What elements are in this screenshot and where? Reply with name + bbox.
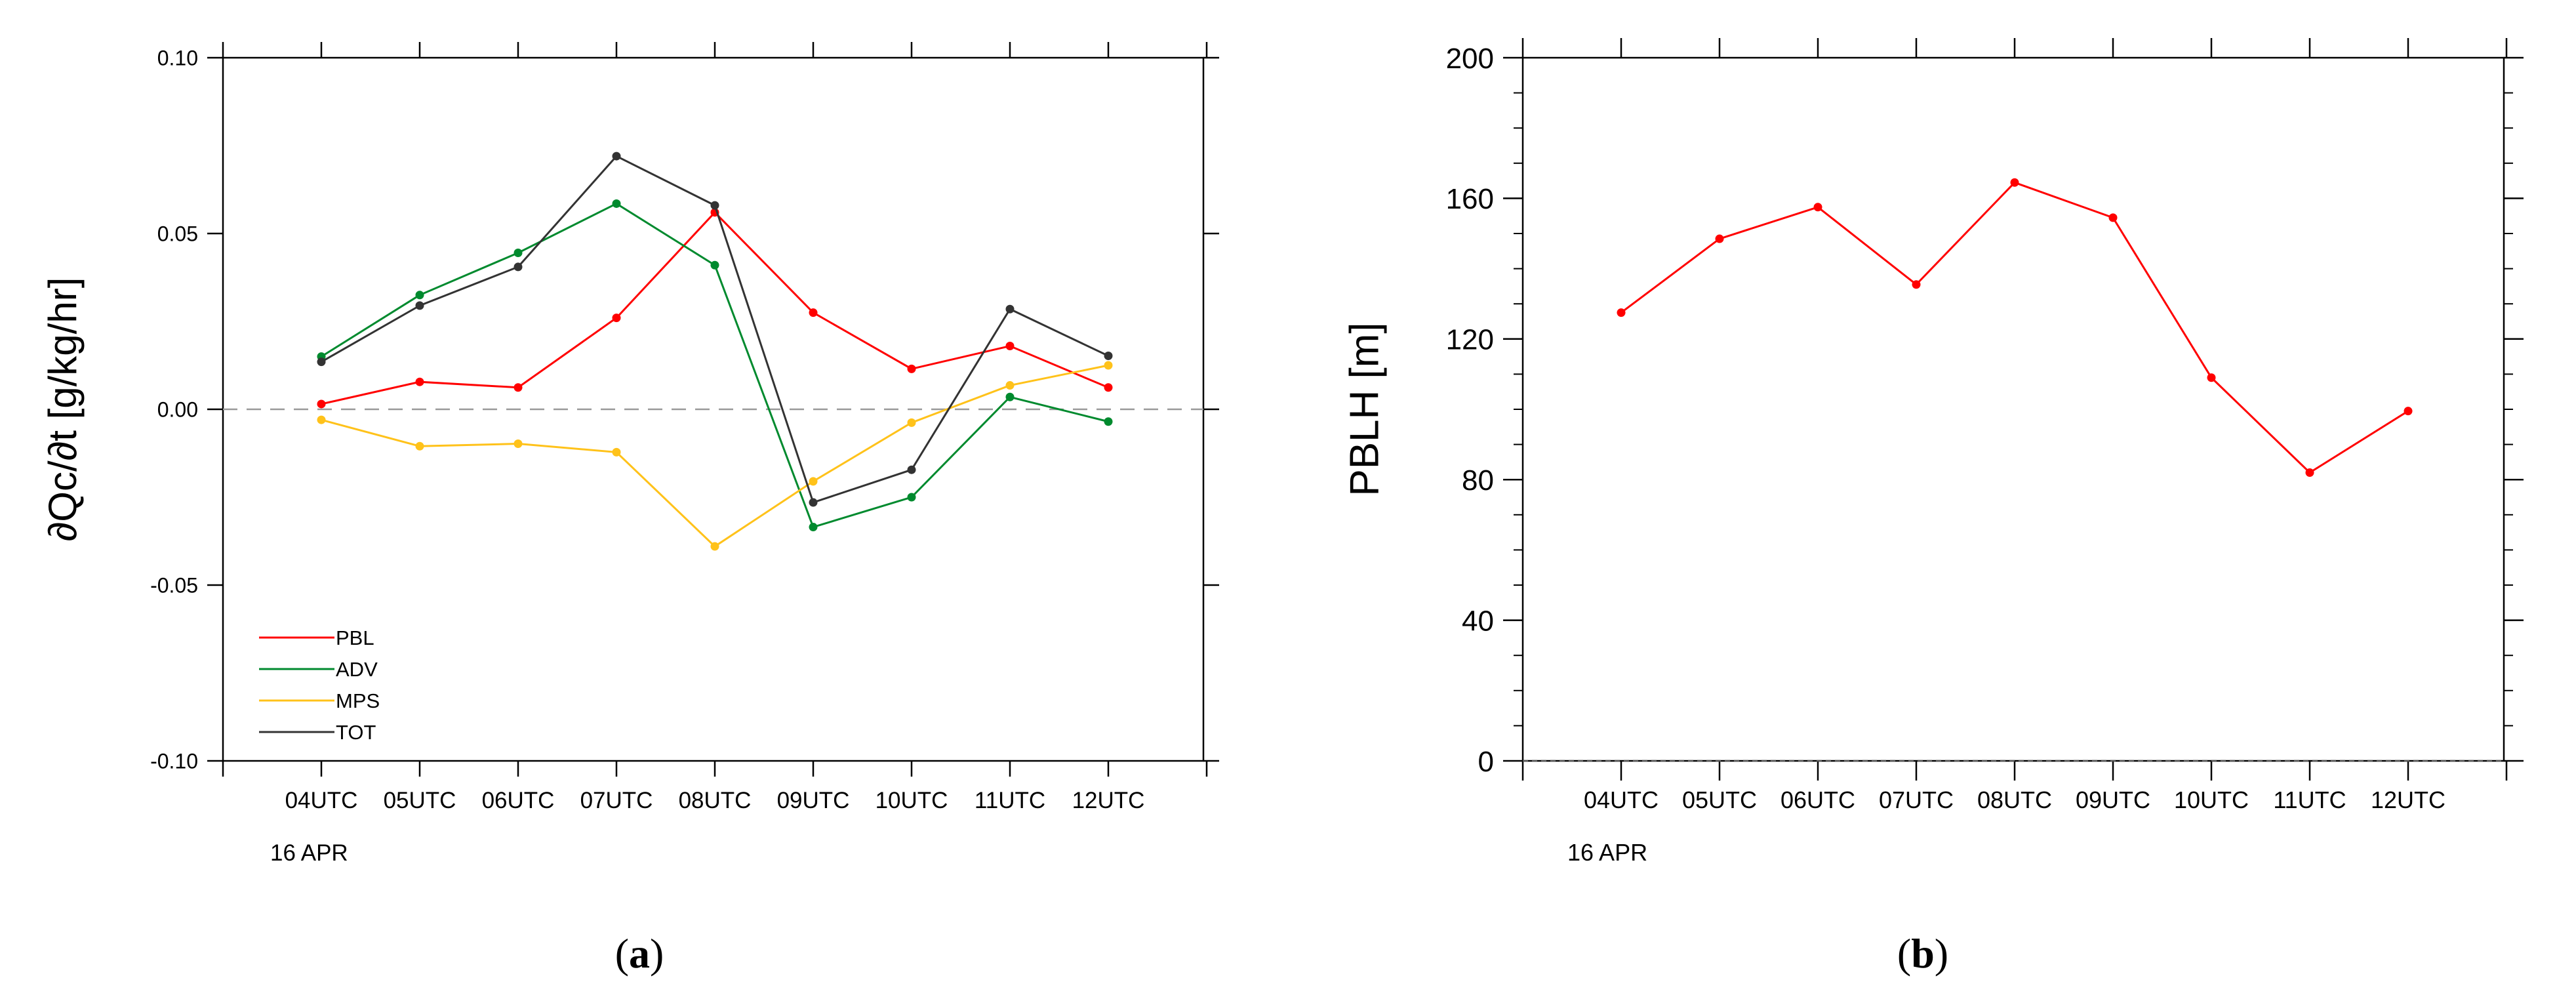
- date-label: 16 APR: [1567, 839, 1647, 866]
- x-tick-label: 09UTC: [2076, 786, 2150, 813]
- data-point-pblh: [2010, 178, 2019, 187]
- chart-panel-b: 0 40 80 120 160 200 04UTC 05UTC 06UTC 07UTC 08UTC 0…: [1342, 38, 2524, 977]
- data-point-pblh: [2207, 373, 2216, 382]
- x-tick-label: 04UTC: [1584, 786, 1659, 813]
- x-tick-label: 07UTC: [1879, 786, 1954, 813]
- x-tick-label: 11UTC: [2273, 786, 2346, 813]
- y-tick-label: 160: [1446, 183, 1494, 215]
- data-point-adv: [612, 199, 621, 208]
- x-tick-label: 09UTC: [777, 788, 850, 813]
- y-tick-label: 0.05: [157, 222, 198, 246]
- chart-panel-a: -0.10 -0.05 0.00 0.05 0.10 04UTC 05UTC 06UTC 07U…: [41, 42, 1219, 977]
- series-line-adv: [321, 202, 1109, 529]
- x-tick-label: 08UTC: [1977, 786, 2052, 813]
- data-point-pblh: [2404, 407, 2413, 416]
- x-tick-label: 04UTC: [285, 788, 358, 813]
- x-tick-label: 06UTC: [482, 788, 555, 813]
- panel-caption: (a): [615, 930, 664, 977]
- x-tick-label: 08UTC: [679, 788, 752, 813]
- series-line-pblh: [1620, 181, 2409, 474]
- data-point-mps: [907, 418, 916, 427]
- legend-label-pbl: PBL: [336, 626, 374, 649]
- y-tick-label: -0.10: [150, 750, 198, 773]
- data-point-pbl: [1104, 383, 1113, 392]
- data-point-mps: [612, 447, 621, 457]
- data-point-tot: [710, 201, 719, 210]
- data-point-tot: [513, 262, 523, 272]
- y-tick-label: 200: [1446, 43, 1494, 75]
- caption-letter: b: [1911, 930, 1935, 977]
- data-point-mps: [710, 542, 719, 551]
- data-point-pbl: [809, 308, 818, 317]
- x-tick-label: 05UTC: [1682, 786, 1757, 813]
- data-point-pbl: [513, 383, 523, 392]
- data-point-adv: [809, 523, 818, 532]
- data-point-pbl: [907, 364, 916, 373]
- caption-close-paren: ): [1935, 930, 1948, 977]
- data-point-mps: [513, 439, 523, 449]
- y-tick-label: 0.00: [157, 398, 198, 422]
- data-point-adv: [1104, 417, 1113, 426]
- data-point-tot: [809, 498, 818, 507]
- data-point-pblh: [1813, 203, 1822, 212]
- data-point-pbl: [612, 314, 621, 323]
- data-point-adv: [907, 493, 916, 502]
- data-point-adv: [710, 260, 719, 270]
- data-point-mps: [1005, 381, 1015, 390]
- data-point-adv: [513, 248, 523, 257]
- legend-label-mps: MPS: [336, 689, 380, 712]
- data-point-adv: [415, 291, 424, 300]
- data-point-pbl: [1005, 342, 1015, 351]
- x-tick-label: 07UTC: [580, 788, 653, 813]
- x-tick-label: 06UTC: [1781, 786, 1855, 813]
- y-tick-label: -0.05: [150, 574, 198, 598]
- y-tick-label: 80: [1462, 464, 1494, 497]
- series-line-mps: [321, 364, 1109, 548]
- caption-open-paren: (: [1897, 930, 1911, 977]
- caption-close-paren: ): [650, 930, 664, 977]
- data-point-mps: [1104, 361, 1113, 370]
- x-tick-label: 05UTC: [384, 788, 456, 813]
- data-point-pblh: [2108, 213, 2118, 222]
- data-point-pblh: [1617, 308, 1626, 317]
- y-tick-label: 0: [1478, 746, 1494, 778]
- data-point-mps: [317, 415, 326, 424]
- date-label: 16 APR: [270, 840, 348, 866]
- x-tick-label: 12UTC: [2371, 786, 2445, 813]
- legend-label-adv: ADV: [336, 658, 378, 681]
- data-point-tot: [612, 152, 621, 161]
- legend-label-tot: TOT: [336, 721, 376, 744]
- x-tick-label: 11UTC: [975, 788, 1045, 813]
- caption-open-paren: (: [615, 930, 629, 977]
- data-point-mps: [415, 441, 424, 451]
- caption-letter: a: [629, 930, 650, 977]
- x-tick-label: 10UTC: [2174, 786, 2249, 813]
- data-point-pblh: [2305, 468, 2314, 477]
- y-tick-label: 0.10: [157, 47, 198, 70]
- data-point-tot: [907, 465, 916, 474]
- y-tick-label: 40: [1462, 605, 1494, 637]
- plot-frame: [1521, 56, 2505, 762]
- series-line-pbl: [321, 211, 1109, 405]
- y-tick-label: 120: [1446, 324, 1494, 356]
- data-point-mps: [809, 477, 818, 486]
- y-axis-title: PBLH [m]: [1342, 322, 1387, 496]
- y-axis-title: ∂Qc/∂t [g/kg/hr]: [41, 277, 85, 542]
- data-point-pblh: [1715, 234, 1724, 243]
- data-point-pbl: [415, 377, 424, 386]
- data-point-pbl: [317, 399, 326, 409]
- data-point-tot: [317, 357, 326, 367]
- data-point-tot: [1005, 304, 1015, 314]
- x-tick-label: 12UTC: [1072, 788, 1145, 813]
- x-tick-label: 10UTC: [875, 788, 948, 813]
- data-point-tot: [415, 301, 424, 310]
- data-point-adv: [1005, 392, 1015, 401]
- panel-caption: (b): [1897, 930, 1948, 977]
- data-point-tot: [1104, 352, 1113, 361]
- data-point-pblh: [1912, 280, 1921, 289]
